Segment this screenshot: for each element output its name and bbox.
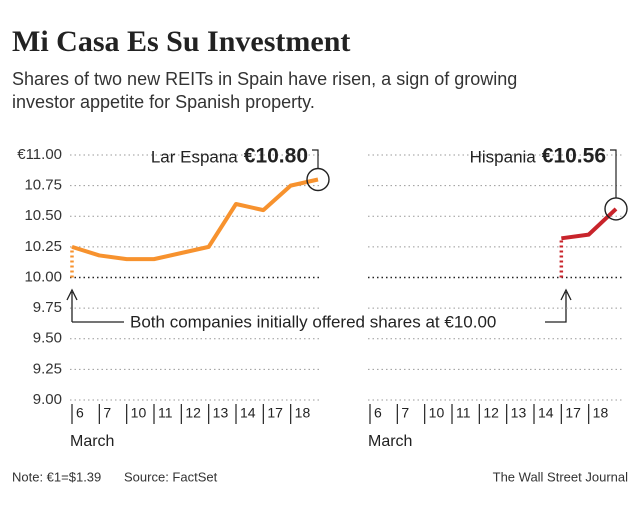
- arrow-line: [545, 292, 567, 323]
- credit: The Wall Street Journal: [493, 469, 628, 484]
- x-tick-label: 7: [103, 405, 111, 421]
- x-tick-label: 11: [158, 405, 173, 421]
- source: Source: FactSet: [124, 469, 218, 484]
- x-tick-label: 17: [267, 405, 283, 421]
- subtitle: Shares of two new REITs in Spain have ri…: [12, 69, 517, 89]
- series-line: [71, 177, 319, 262]
- x-tick-label: 10: [429, 405, 445, 421]
- y-tick-label: 10.75: [24, 177, 62, 194]
- y-tick-label: €11.00: [17, 146, 62, 163]
- series-name: Hispania: [470, 147, 537, 166]
- x-tick-label: 14: [240, 405, 256, 421]
- annotation: Both companies initially offered shares …: [130, 312, 496, 331]
- x-tick-label: 12: [483, 405, 499, 421]
- arrow-head: [560, 288, 572, 301]
- label-leader: [610, 149, 617, 198]
- subtitle: investor appetite for Spanish property.: [12, 92, 315, 112]
- x-tick-label: 6: [374, 405, 382, 421]
- x-tick-label: 18: [295, 405, 311, 421]
- series-name: Lar Espana: [151, 147, 238, 166]
- arrow-line: [71, 292, 124, 323]
- x-tick-label: 17: [565, 405, 581, 421]
- y-tick-label: 10.25: [24, 238, 62, 255]
- label-leader: [312, 149, 319, 169]
- x-tick-label: 6: [76, 405, 84, 421]
- arrow-head: [66, 288, 78, 301]
- y-tick-label: 9.00: [33, 391, 62, 408]
- x-tick-label: 10: [131, 405, 147, 421]
- y-tick-label: 9.25: [33, 360, 62, 377]
- x-tick-label: 13: [511, 405, 527, 421]
- chart-title: Mi Casa Es Su Investment: [12, 25, 350, 58]
- x-axis-label: March: [368, 433, 412, 450]
- series-line: [561, 207, 618, 241]
- y-tick-label: 9.75: [33, 299, 62, 316]
- x-tick-label: 13: [213, 405, 229, 421]
- x-tick-label: 7: [401, 405, 409, 421]
- x-tick-label: 18: [593, 405, 609, 421]
- x-axis-label: March: [70, 433, 114, 450]
- note: Note: €1=$1.39: [12, 469, 101, 484]
- x-tick-label: 11: [456, 405, 471, 421]
- x-tick-label: 14: [538, 405, 554, 421]
- y-tick-label: 9.50: [33, 330, 62, 347]
- value-label: €10.80: [244, 145, 308, 168]
- y-tick-label: 10.00: [24, 268, 62, 285]
- y-tick-label: 10.50: [24, 207, 62, 224]
- annotation-arrows: [66, 288, 572, 323]
- x-tick-label: 12: [185, 405, 201, 421]
- value-label: €10.56: [542, 145, 606, 168]
